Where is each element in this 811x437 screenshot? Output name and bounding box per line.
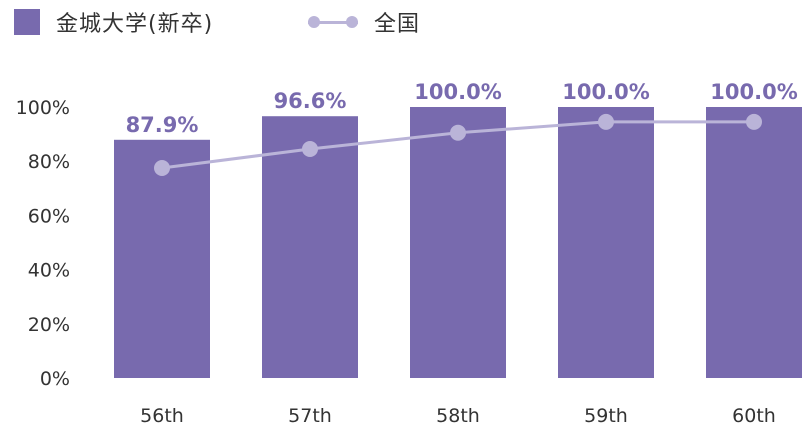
bar-59th xyxy=(558,107,654,378)
y-tick-label: 40% xyxy=(28,260,70,282)
legend-line-dot-left xyxy=(308,16,320,28)
bar-57th xyxy=(262,116,358,379)
x-category-label: 59th xyxy=(584,405,628,427)
line-point-58th xyxy=(450,124,466,141)
x-category-label: 56th xyxy=(140,405,184,427)
bar-data-label: 100.0% xyxy=(414,80,501,104)
legend-item-line-series: 全国 xyxy=(308,6,420,38)
bar-60th xyxy=(706,107,802,378)
chart-legend: 金城大学(新卒) 全国 xyxy=(0,0,811,48)
legend-bar-label: 金城大学(新卒) xyxy=(56,12,214,37)
legend-line-dot-right xyxy=(346,16,358,28)
legend-line-segment xyxy=(308,21,358,24)
y-tick-label: 20% xyxy=(28,314,70,336)
y-tick-label: 0% xyxy=(40,368,70,390)
bar-56th xyxy=(114,139,210,378)
x-category-label: 60th xyxy=(732,405,776,427)
bar-data-label: 100.0% xyxy=(562,80,649,104)
legend-line-label: 全国 xyxy=(374,12,421,37)
line-point-60th xyxy=(746,113,762,130)
line-point-56th xyxy=(154,159,170,176)
bar-data-label: 100.0% xyxy=(710,80,797,104)
y-tick-label: 80% xyxy=(28,151,70,173)
x-category-label: 57th xyxy=(288,405,332,427)
legend-item-bar-series: 金城大学(新卒) xyxy=(14,6,213,38)
x-category-label: 58th xyxy=(436,405,480,427)
bar-58th xyxy=(410,107,506,378)
legend-line-swatch xyxy=(308,16,358,28)
line-point-59th xyxy=(598,113,614,130)
bar-data-label: 96.6% xyxy=(274,89,347,113)
line-point-57th xyxy=(302,141,318,158)
y-tick-label: 100% xyxy=(16,97,70,119)
legend-bar-swatch xyxy=(14,9,40,35)
bar-data-label: 87.9% xyxy=(126,113,199,137)
y-tick-label: 60% xyxy=(28,205,70,227)
